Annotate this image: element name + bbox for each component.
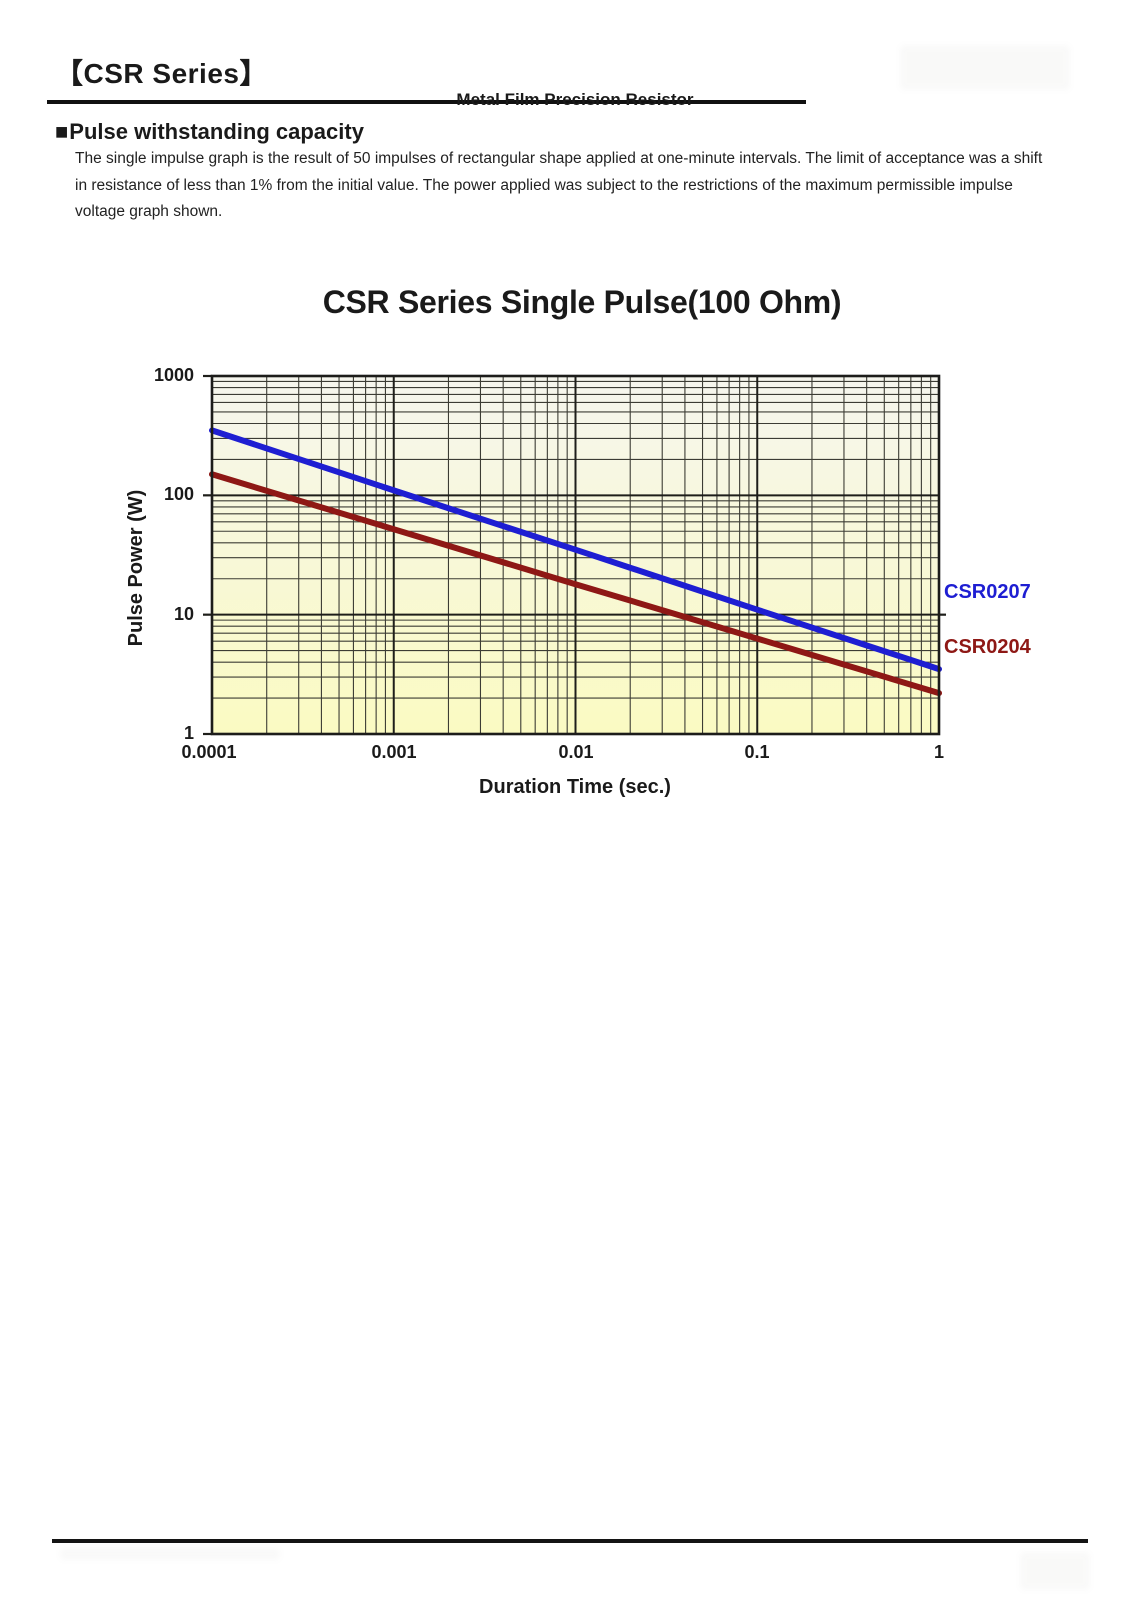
header-rule — [47, 100, 806, 104]
page-title: 【CSR Series】 — [55, 58, 268, 89]
section-heading-text: Pulse withstanding capacity — [69, 119, 364, 144]
scan-artifact — [1020, 1552, 1090, 1590]
x-tick-0-1: 0.1 — [744, 742, 770, 762]
y-tick-1000: 1000 — [153, 365, 194, 385]
plot-area-background — [212, 376, 939, 734]
section-body-text: The single impulse graph is the result o… — [75, 150, 1043, 221]
y-tick-100: 100 — [163, 484, 194, 504]
y-tick-1: 1 — [183, 723, 194, 743]
pulse-power-chart — [203, 374, 946, 736]
chart-title: CSR Series Single Pulse(100 Ohm) — [322, 284, 842, 320]
series-label-csr0204: CSR0204 — [944, 636, 1031, 658]
scan-artifact — [60, 1548, 280, 1560]
scan-artifact — [900, 45, 1070, 90]
x-tick-001: 0.001 — [371, 742, 417, 762]
plot-border — [210, 374, 941, 736]
y-tick-10: 10 — [173, 604, 194, 624]
section-heading: ■Pulse withstanding capacity — [55, 119, 364, 145]
x-axis-label: Duration Time (sec.) — [479, 776, 671, 798]
x-tick-1: 1 — [933, 742, 944, 762]
x-tick-0001: 0.0001 — [181, 742, 237, 762]
grid-lines — [203, 374, 946, 736]
x-tick-01: 0.01 — [558, 742, 594, 762]
header-subtitle: Metal Film Precision Resistor — [456, 90, 694, 109]
footer-rule — [52, 1539, 1088, 1543]
data-series-lines — [209, 427, 942, 697]
series-label-csr0207: CSR0207 — [944, 581, 1031, 603]
square-bullet-icon: ■ — [55, 119, 69, 144]
